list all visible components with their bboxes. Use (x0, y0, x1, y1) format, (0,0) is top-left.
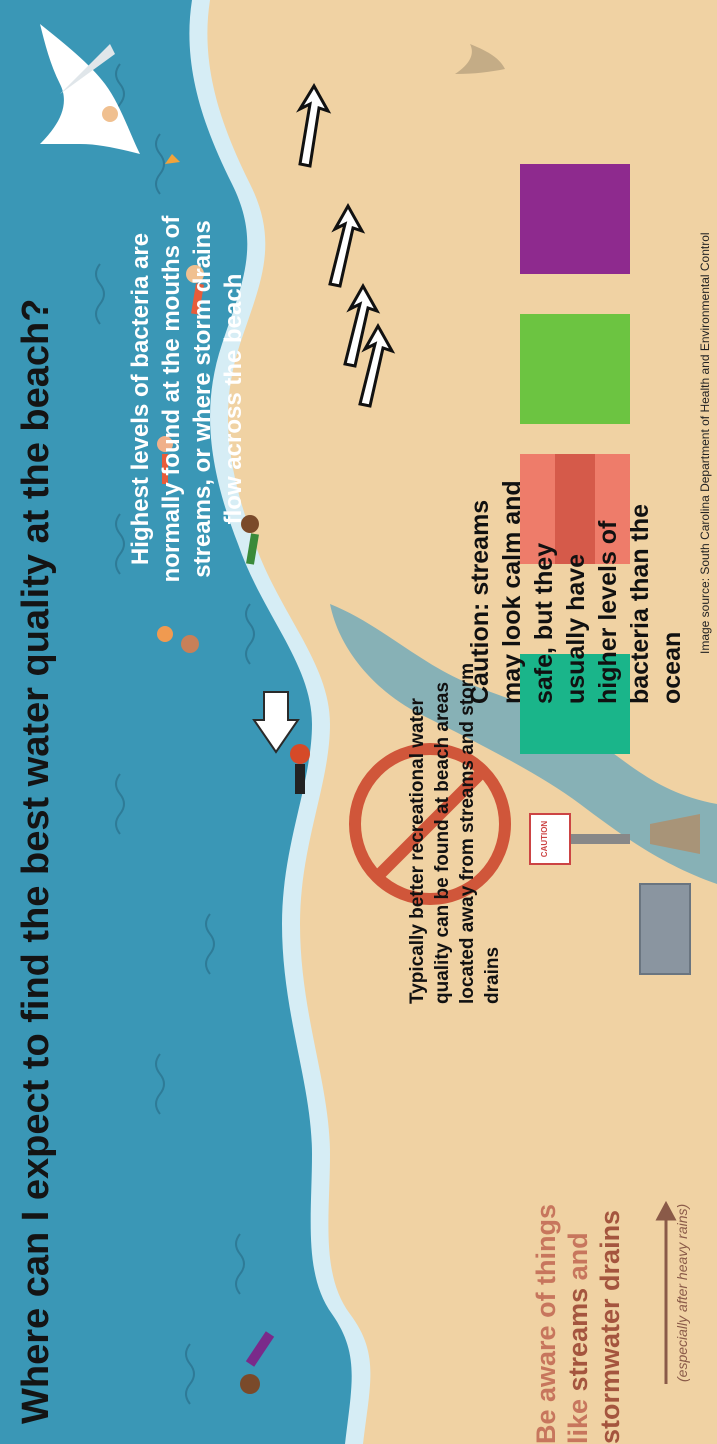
no-symbol-icon (349, 743, 511, 905)
wave-marks (95, 63, 255, 1405)
ocean (0, 0, 352, 1444)
aware-footnote: (especially after heavy rains) (674, 1203, 690, 1382)
typical-note: Typically better recreational water qual… (407, 662, 503, 1004)
shovel-icon (650, 814, 700, 854)
aware-stormwater: stormwater drains (595, 1209, 625, 1444)
caution-sign-label: CAUTION (540, 820, 549, 858)
shore-arrows (296, 83, 396, 408)
down-arrow-icon (252, 691, 300, 754)
towel-red-stripe (555, 454, 595, 564)
aware-note: Be aware of things like streams and stor… (530, 1174, 626, 1444)
page-title: Where can I expect to find the best wate… (15, 298, 57, 1424)
aware-streams: streams (563, 1287, 593, 1392)
bacteria-note-wrap: Highest levels of bacteria are normally … (125, 199, 249, 599)
aware-and: and (563, 1232, 593, 1288)
storm-drain-icon (639, 883, 691, 975)
seagull-icon (40, 24, 180, 164)
image-source: Image source: South Carolina Department … (698, 232, 712, 654)
aware-arrow-icon (655, 1200, 677, 1384)
towel-green (520, 314, 630, 424)
small-seagull-icon (455, 44, 505, 74)
bacteria-note: Highest levels of bacteria are normally … (127, 215, 247, 583)
caution-sign-icon (529, 813, 630, 865)
swimmer-icons (102, 106, 310, 1394)
towel-teal (520, 654, 630, 754)
towel-purple (520, 164, 630, 274)
